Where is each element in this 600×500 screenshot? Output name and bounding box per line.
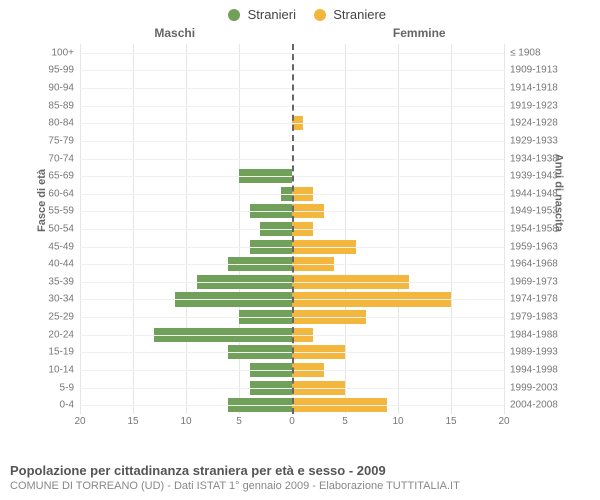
- legend-swatch-male: [228, 9, 240, 21]
- birth-year-label: 1959-1963: [504, 241, 558, 252]
- birth-year-label: 1914-1918: [504, 83, 558, 94]
- x-tick: 20: [74, 414, 85, 427]
- legend-label-female: Straniere: [333, 7, 386, 22]
- birth-year-label: 1919-1923: [504, 100, 558, 111]
- x-tick: 15: [127, 414, 138, 427]
- plot: 055101015152020100+≤ 190895-991909-19139…: [80, 44, 504, 414]
- birth-year-label: 1964-1968: [504, 259, 558, 270]
- age-label: 0-4: [60, 400, 80, 411]
- x-tick: 5: [342, 414, 348, 427]
- column-header-male: Maschi: [154, 26, 195, 40]
- birth-year-label: 1974-1978: [504, 294, 558, 305]
- birth-year-label: 1969-1973: [504, 276, 558, 287]
- birth-year-label: 1999-2003: [504, 382, 558, 393]
- chart-title: Popolazione per cittadinanza straniera p…: [10, 463, 590, 478]
- birth-year-label: 1954-1958: [504, 223, 558, 234]
- birth-year-label: 1924-1928: [504, 118, 558, 129]
- age-label: 100+: [51, 47, 80, 58]
- birth-year-label: 1909-1913: [504, 65, 558, 76]
- birth-year-label: 1934-1938: [504, 153, 558, 164]
- age-label: 50-54: [48, 223, 80, 234]
- x-tick: 10: [392, 414, 403, 427]
- age-label: 45-49: [48, 241, 80, 252]
- x-tick: 10: [180, 414, 191, 427]
- x-tick: 15: [445, 414, 456, 427]
- age-label: 35-39: [48, 276, 80, 287]
- age-label: 40-44: [48, 259, 80, 270]
- age-label: 90-94: [48, 83, 80, 94]
- birth-year-label: 1929-1933: [504, 135, 558, 146]
- age-label: 95-99: [48, 65, 80, 76]
- age-label: 25-29: [48, 312, 80, 323]
- age-label: 5-9: [60, 382, 80, 393]
- birth-year-label: 1939-1943: [504, 171, 558, 182]
- legend-swatch-female: [314, 9, 326, 21]
- x-tick: 5: [236, 414, 242, 427]
- birth-year-label: ≤ 1908: [504, 47, 541, 58]
- birth-year-label: 1979-1983: [504, 312, 558, 323]
- age-label: 85-89: [48, 100, 80, 111]
- center-line: [292, 44, 294, 414]
- birth-year-label: 1944-1948: [504, 188, 558, 199]
- age-label: 20-24: [48, 329, 80, 340]
- birth-year-label: 1984-1988: [504, 329, 558, 340]
- age-label: 15-19: [48, 347, 80, 358]
- birth-year-label: 1989-1993: [504, 347, 558, 358]
- age-label: 60-64: [48, 188, 80, 199]
- age-label: 30-34: [48, 294, 80, 305]
- x-tick: 20: [498, 414, 509, 427]
- legend: Stranieri Straniere: [0, 0, 600, 22]
- age-label: 10-14: [48, 364, 80, 375]
- chart-footer: Popolazione per cittadinanza straniera p…: [10, 463, 590, 492]
- x-tick: 0: [289, 414, 295, 427]
- age-label: 65-69: [48, 171, 80, 182]
- column-header-female: Femmine: [393, 26, 446, 40]
- legend-label-male: Stranieri: [248, 7, 296, 22]
- birth-year-label: 1994-1998: [504, 364, 558, 375]
- age-label: 75-79: [48, 135, 80, 146]
- age-label: 70-74: [48, 153, 80, 164]
- axis-title-left: Fasce di età: [36, 169, 48, 232]
- birth-year-label: 2004-2008: [504, 400, 558, 411]
- age-label: 80-84: [48, 118, 80, 129]
- chart-source: COMUNE DI TORREANO (UD) - Dati ISTAT 1° …: [10, 480, 590, 492]
- birth-year-label: 1949-1953: [504, 206, 558, 217]
- age-label: 55-59: [48, 206, 80, 217]
- chart-area: Maschi Femmine Fasce di età Anni di nasc…: [40, 26, 560, 438]
